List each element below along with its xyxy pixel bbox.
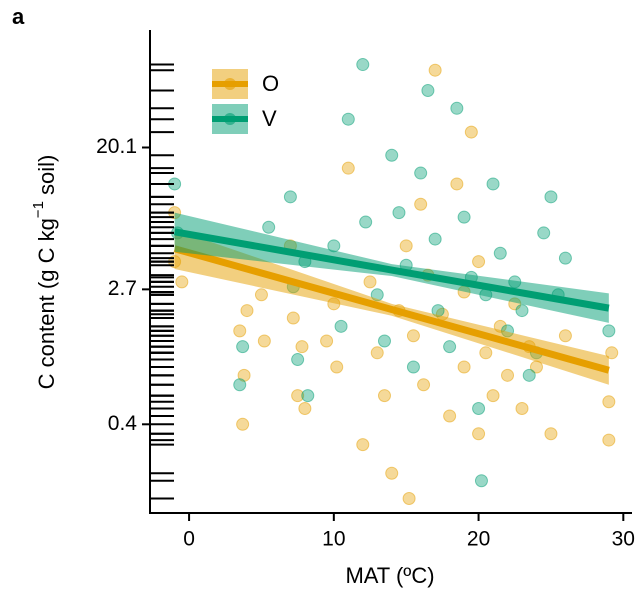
point bbox=[385, 466, 399, 480]
legend-label: O bbox=[262, 71, 279, 96]
point bbox=[515, 402, 529, 416]
fit-line bbox=[173, 245, 610, 374]
y-label-sup: −1 bbox=[30, 201, 47, 218]
point bbox=[558, 329, 572, 343]
point bbox=[356, 58, 370, 72]
point bbox=[522, 368, 536, 382]
point bbox=[377, 389, 391, 403]
x-tick-label: 10 bbox=[322, 528, 345, 551]
x-axis-label: MAT (ºC) bbox=[345, 563, 434, 588]
point bbox=[472, 255, 486, 269]
point bbox=[602, 433, 616, 447]
point bbox=[399, 239, 413, 253]
point bbox=[359, 215, 373, 229]
point bbox=[236, 417, 250, 431]
point bbox=[486, 389, 500, 403]
point bbox=[558, 251, 572, 265]
point bbox=[233, 378, 247, 392]
point bbox=[175, 275, 189, 289]
point bbox=[236, 340, 250, 354]
x-tick-label: 20 bbox=[467, 528, 490, 551]
y-tick-label: 2.7 bbox=[108, 277, 137, 300]
point bbox=[330, 360, 344, 374]
y-tick-label: 20.1 bbox=[96, 135, 137, 158]
point bbox=[356, 438, 370, 452]
point bbox=[341, 161, 355, 175]
x-tick-label: 0 bbox=[183, 528, 195, 551]
point bbox=[240, 304, 254, 318]
legend-label: V bbox=[262, 106, 277, 131]
point bbox=[605, 346, 619, 360]
point bbox=[402, 491, 416, 505]
point bbox=[254, 288, 268, 302]
point bbox=[537, 226, 551, 240]
point bbox=[501, 368, 515, 382]
panel-label: a bbox=[12, 4, 25, 29]
point bbox=[262, 220, 276, 234]
point bbox=[443, 340, 457, 354]
point bbox=[295, 340, 309, 354]
fit-line bbox=[173, 228, 610, 312]
point bbox=[457, 360, 471, 374]
point bbox=[464, 125, 478, 139]
y-label-end: soil) bbox=[34, 155, 59, 201]
legend-point bbox=[224, 78, 236, 90]
x-tick-label: 30 bbox=[612, 528, 635, 551]
point bbox=[602, 324, 616, 338]
point bbox=[479, 346, 493, 360]
point bbox=[443, 409, 457, 423]
point bbox=[602, 395, 616, 409]
point bbox=[385, 148, 399, 162]
point bbox=[450, 177, 464, 191]
point bbox=[377, 334, 391, 348]
y-tick-label: 0.4 bbox=[108, 412, 138, 435]
point bbox=[283, 190, 297, 204]
point bbox=[457, 210, 471, 224]
point bbox=[450, 101, 464, 115]
point bbox=[334, 319, 348, 333]
point bbox=[515, 304, 529, 318]
point bbox=[421, 84, 435, 98]
point bbox=[486, 177, 500, 191]
point bbox=[291, 353, 305, 367]
point bbox=[414, 197, 428, 211]
point bbox=[257, 334, 271, 348]
point bbox=[363, 275, 377, 289]
point bbox=[320, 334, 334, 348]
y-axis-label: C content (g C kg−1 soil) bbox=[30, 155, 59, 390]
point bbox=[417, 378, 431, 392]
point bbox=[406, 360, 420, 374]
point bbox=[298, 402, 312, 416]
point bbox=[286, 311, 300, 325]
point bbox=[291, 389, 305, 403]
point bbox=[414, 166, 428, 180]
point bbox=[474, 474, 488, 488]
point bbox=[472, 402, 486, 416]
point bbox=[544, 427, 558, 441]
y-label-main: C content (g C kg bbox=[34, 218, 59, 389]
point bbox=[472, 427, 486, 441]
point bbox=[493, 246, 507, 260]
point bbox=[428, 63, 442, 77]
point bbox=[233, 324, 247, 338]
point bbox=[428, 232, 442, 246]
point bbox=[392, 206, 406, 220]
point bbox=[370, 346, 384, 360]
point bbox=[406, 329, 420, 343]
point bbox=[544, 190, 558, 204]
point bbox=[341, 112, 355, 126]
point bbox=[301, 389, 315, 403]
legend-point bbox=[224, 113, 236, 125]
